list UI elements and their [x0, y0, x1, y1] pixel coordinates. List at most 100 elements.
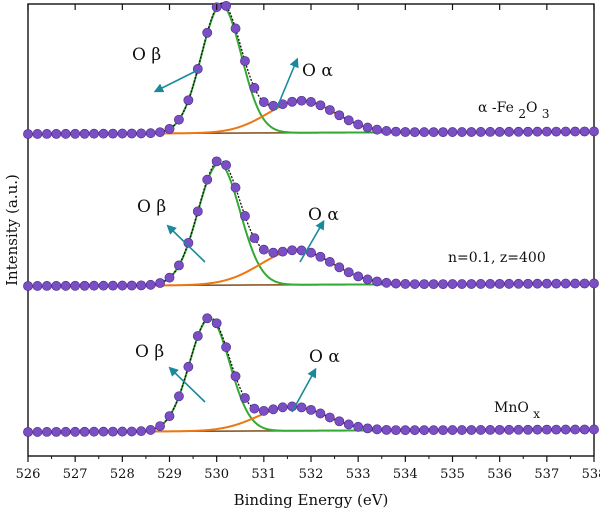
data-point	[79, 426, 90, 437]
data-point	[202, 174, 213, 185]
data-point	[306, 97, 316, 107]
data-point	[353, 119, 364, 130]
o-alpha-label: O α	[302, 61, 333, 81]
y-axis-title: Intensity (a.u.)	[3, 174, 21, 286]
data-point	[438, 425, 448, 436]
x-tick-label: 533	[346, 467, 371, 482]
data-point	[258, 405, 269, 416]
x-tick-label: 527	[63, 467, 88, 482]
x-tick-label: 530	[204, 467, 229, 482]
data-point	[409, 425, 420, 436]
data-point	[89, 128, 99, 139]
data-point	[98, 280, 109, 291]
data-point	[70, 426, 81, 437]
data-point	[221, 0, 231, 11]
data-point	[532, 424, 543, 435]
x-tick-label: 537	[534, 467, 559, 482]
data-point	[117, 128, 128, 139]
data-point	[334, 416, 345, 427]
data-point	[372, 276, 382, 287]
data-point	[249, 233, 260, 244]
data-point	[240, 211, 250, 221]
data-point	[475, 127, 486, 137]
data-point	[372, 124, 382, 135]
o-beta-label: O β	[132, 45, 161, 65]
data-point	[362, 122, 373, 133]
o-alpha-label: O α	[308, 205, 339, 225]
sample-label: α -Fe 2O 3	[478, 100, 550, 121]
data-point	[145, 279, 156, 290]
data-point	[145, 128, 156, 139]
data-point	[570, 278, 581, 289]
data-point	[126, 280, 137, 291]
data-point	[457, 279, 467, 289]
data-point	[419, 425, 430, 436]
data-point	[211, 318, 222, 329]
o-alpha-label: O α	[309, 347, 340, 367]
data-point	[79, 128, 90, 139]
data-point	[438, 279, 448, 290]
data-point	[60, 426, 71, 437]
data-point	[70, 128, 81, 139]
data-point	[277, 402, 288, 413]
data-point	[240, 393, 250, 403]
data-point	[570, 424, 581, 435]
data-point	[230, 23, 241, 34]
o-beta-arrow	[166, 224, 206, 263]
o-beta-label: O β	[137, 197, 166, 217]
data-point	[23, 129, 33, 139]
data-point	[560, 278, 571, 289]
data-point	[541, 424, 552, 435]
data-point	[400, 127, 411, 137]
data-point	[532, 126, 543, 137]
data-point	[428, 127, 439, 138]
data-point	[390, 278, 401, 289]
data-point	[579, 126, 590, 137]
data-point	[447, 279, 458, 289]
data-point	[504, 126, 514, 137]
data-point	[145, 425, 156, 435]
data-point	[523, 278, 533, 289]
data-point	[409, 127, 420, 138]
data-point	[381, 424, 392, 435]
data-point	[532, 278, 543, 289]
sample-label: MnO x	[494, 400, 540, 421]
data-point	[353, 421, 364, 432]
data-point	[136, 128, 147, 139]
data-point	[541, 126, 552, 137]
x-tick-label: 526	[16, 467, 41, 482]
data-point	[70, 280, 81, 291]
data-point	[108, 128, 118, 139]
data-point	[494, 424, 505, 435]
data-point	[419, 279, 430, 290]
data-point	[466, 127, 477, 137]
data-point	[485, 425, 496, 435]
data-point	[108, 426, 118, 437]
data-point	[164, 411, 175, 422]
data-point	[41, 427, 52, 437]
data-point	[362, 423, 373, 434]
data-point	[296, 402, 307, 413]
data-point	[494, 278, 505, 289]
data-point	[277, 246, 288, 257]
data-point	[343, 115, 354, 126]
o-beta-label: O β	[135, 342, 164, 362]
x-tick-label: 535	[440, 467, 465, 482]
data-point	[174, 114, 184, 125]
data-point	[230, 371, 241, 382]
data-point	[211, 156, 222, 167]
data-point	[79, 280, 90, 291]
data-point	[485, 127, 496, 137]
o-alpha-arrow	[291, 367, 317, 413]
data-point	[381, 277, 392, 288]
data-point	[136, 280, 147, 291]
data-point	[513, 278, 524, 289]
data-point	[466, 425, 477, 435]
data-point	[306, 404, 316, 415]
data-point	[343, 419, 354, 430]
data-point	[183, 237, 194, 248]
data-point	[523, 126, 533, 137]
data-point	[589, 424, 599, 435]
data-point	[419, 127, 430, 138]
data-point	[334, 110, 345, 121]
